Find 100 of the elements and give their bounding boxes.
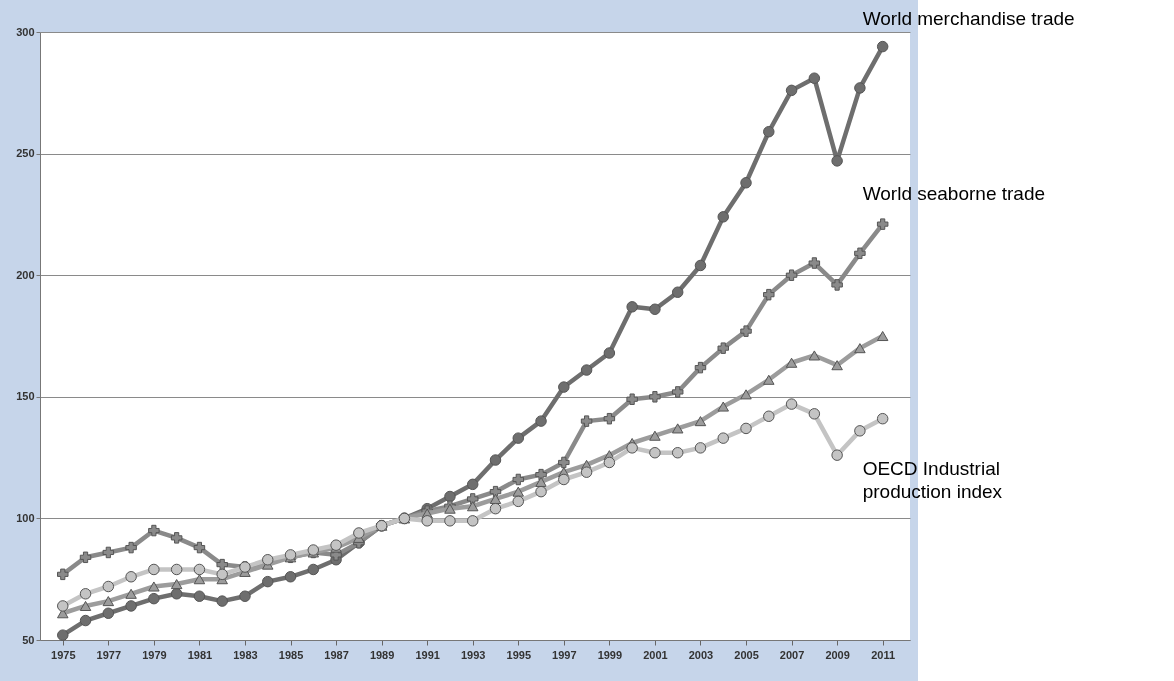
point bbox=[694, 442, 707, 454]
point bbox=[444, 490, 456, 503]
point bbox=[808, 72, 821, 84]
point bbox=[79, 600, 92, 611]
point bbox=[466, 478, 479, 491]
point bbox=[102, 580, 115, 593]
point bbox=[262, 575, 274, 588]
point bbox=[649, 303, 661, 315]
x-tick-label: 1999 bbox=[597, 648, 623, 661]
point bbox=[740, 389, 752, 400]
point bbox=[489, 454, 502, 466]
point bbox=[649, 430, 661, 441]
x-tick-label: 2011 bbox=[871, 648, 896, 661]
point bbox=[535, 476, 547, 487]
point bbox=[740, 422, 752, 435]
point bbox=[854, 247, 866, 260]
point bbox=[649, 391, 661, 403]
point bbox=[466, 501, 479, 512]
point bbox=[876, 40, 889, 53]
point bbox=[284, 571, 297, 583]
y-tick-label: 150 bbox=[16, 390, 35, 403]
point bbox=[603, 456, 616, 469]
point bbox=[79, 588, 92, 600]
y-tick-label: 300 bbox=[16, 25, 35, 38]
point bbox=[649, 447, 661, 459]
point bbox=[193, 563, 206, 576]
point bbox=[854, 82, 866, 94]
x-tick-label: 1987 bbox=[324, 648, 349, 661]
point bbox=[603, 412, 616, 425]
point bbox=[102, 546, 115, 559]
point bbox=[831, 360, 843, 371]
point bbox=[216, 595, 228, 607]
point bbox=[102, 596, 115, 607]
x-tick-label: 1985 bbox=[278, 648, 304, 661]
point bbox=[170, 532, 183, 544]
point bbox=[580, 364, 593, 376]
point bbox=[626, 393, 638, 405]
point bbox=[694, 416, 707, 427]
point bbox=[57, 568, 69, 581]
point bbox=[216, 568, 228, 581]
point bbox=[125, 571, 137, 583]
series-label: World merchandise trade bbox=[862, 7, 1075, 29]
y-tick-label: 200 bbox=[16, 268, 35, 281]
point bbox=[170, 588, 183, 600]
point bbox=[763, 125, 775, 138]
point bbox=[694, 259, 707, 272]
point bbox=[148, 563, 160, 576]
point bbox=[57, 629, 69, 641]
point bbox=[489, 493, 502, 504]
x-tick-label: 1995 bbox=[506, 648, 532, 661]
point bbox=[466, 515, 479, 527]
point bbox=[512, 486, 525, 497]
point bbox=[421, 515, 433, 527]
point bbox=[763, 410, 775, 422]
point bbox=[763, 374, 775, 385]
point bbox=[808, 350, 821, 361]
x-tick-label: 2005 bbox=[734, 648, 759, 661]
point bbox=[580, 415, 593, 427]
point bbox=[170, 579, 183, 590]
point bbox=[603, 347, 616, 359]
point bbox=[512, 432, 525, 444]
point bbox=[763, 288, 775, 301]
point bbox=[876, 330, 889, 342]
point bbox=[102, 607, 115, 619]
point bbox=[717, 432, 729, 444]
point bbox=[717, 342, 729, 354]
point bbox=[580, 466, 593, 478]
point bbox=[785, 269, 798, 281]
point bbox=[671, 386, 684, 398]
point bbox=[148, 581, 160, 592]
point bbox=[79, 614, 92, 627]
point bbox=[148, 524, 160, 537]
point bbox=[489, 502, 502, 515]
x-tick-label: 1983 bbox=[233, 648, 258, 661]
point bbox=[785, 84, 798, 97]
point bbox=[307, 563, 320, 576]
point bbox=[717, 401, 729, 412]
point bbox=[694, 361, 707, 374]
point bbox=[125, 588, 137, 599]
point bbox=[831, 449, 843, 461]
series-label: World seaborne trade bbox=[862, 183, 1046, 205]
point bbox=[57, 600, 69, 612]
x-tick-label: 2001 bbox=[643, 648, 668, 661]
point bbox=[466, 493, 479, 505]
series-label: OECD Industrial production index bbox=[862, 457, 1003, 502]
point bbox=[193, 590, 206, 602]
point bbox=[740, 177, 752, 189]
point bbox=[876, 412, 889, 425]
point bbox=[831, 279, 843, 291]
point bbox=[558, 456, 570, 469]
point bbox=[671, 447, 684, 459]
point bbox=[125, 541, 137, 554]
point bbox=[512, 473, 525, 486]
point bbox=[444, 515, 456, 527]
x-tick-label: 1993 bbox=[460, 648, 486, 661]
point bbox=[808, 408, 821, 420]
x-tick-label: 2009 bbox=[825, 648, 850, 661]
point bbox=[148, 592, 160, 605]
x-tick-label: 1979 bbox=[142, 648, 167, 661]
point bbox=[512, 495, 525, 508]
